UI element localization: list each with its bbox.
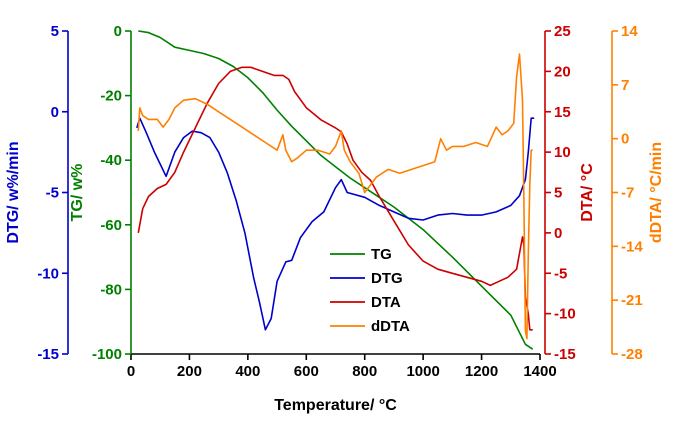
series-line-ddta xyxy=(137,53,533,340)
dta-tick-label--5: -5 xyxy=(554,265,567,282)
tg-tick-label-0: 0 xyxy=(114,23,122,40)
dta-tick-label-15: 15 xyxy=(554,104,571,121)
dta-tick-label-5: 5 xyxy=(554,185,562,202)
ddta-tick-label--7: -7 xyxy=(621,185,634,202)
x-tick-label-200: 200 xyxy=(177,363,202,380)
legend-label-dtg: DTG xyxy=(371,270,403,287)
dtg-tick-label--5: -5 xyxy=(46,185,59,202)
ddta-axis-label: dDTA/ °C/min xyxy=(648,142,665,243)
dta-tick-label-10: 10 xyxy=(554,144,571,161)
x-tick-label-1200: 1200 xyxy=(465,363,498,380)
ddta-tick-label--14: -14 xyxy=(621,238,643,255)
dta-axis-label: DTA/ °C xyxy=(579,163,596,222)
dta-tick-label--10: -10 xyxy=(554,306,576,323)
series-line-dta xyxy=(137,66,533,331)
dtg-tick-label--15: -15 xyxy=(37,346,59,363)
tg-tick-label--60: -60 xyxy=(100,217,122,234)
x-tick-label-1000: 1000 xyxy=(406,363,439,380)
tg-tick-label--20: -20 xyxy=(100,88,122,105)
tg-tick-label--100: -100 xyxy=(92,346,122,363)
tg-tick-label--40: -40 xyxy=(100,152,122,169)
ddta-tick-label-14: 14 xyxy=(621,23,638,40)
tg-tick-label--80: -80 xyxy=(100,281,122,298)
dtg-tick-label-5: 5 xyxy=(51,23,59,40)
dtg-tick-label--10: -10 xyxy=(37,265,59,282)
dta-tick-label-25: 25 xyxy=(554,23,571,40)
series-line-tg xyxy=(138,30,534,350)
ddta-tick-label-0: 0 xyxy=(621,131,629,148)
ddta-tick-label--28: -28 xyxy=(621,346,643,363)
series-line-dtg xyxy=(136,117,535,331)
legend-label-dta: DTA xyxy=(371,294,401,311)
ddta-tick-label-7: 7 xyxy=(621,77,629,94)
dta-tick-label--15: -15 xyxy=(554,346,576,363)
ddta-tick-label--21: -21 xyxy=(621,292,643,309)
legend: TG DTG DTA dDTA xyxy=(330,246,410,335)
dta-tick-label-0: 0 xyxy=(554,225,562,242)
x-tick-label-800: 800 xyxy=(352,363,377,380)
tg-axis-label: TG/ w% xyxy=(69,164,86,222)
x-tick-label-1400: 1400 xyxy=(523,363,556,380)
legend-label-ddta: dDTA xyxy=(371,318,410,335)
dtg-tick-label-0: 0 xyxy=(51,104,59,121)
dta-tick-label-20: 20 xyxy=(554,63,571,80)
x-tick-label-400: 400 xyxy=(235,363,260,380)
dtg-axis-label: DTG/ w%/min xyxy=(5,141,22,243)
series-layer xyxy=(136,30,535,350)
x-axis-label: Temperature/ °C xyxy=(274,397,397,414)
x-tick-label-600: 600 xyxy=(294,363,319,380)
x-tick-label-0: 0 xyxy=(127,363,135,380)
legend-label-tg: TG xyxy=(371,246,392,263)
